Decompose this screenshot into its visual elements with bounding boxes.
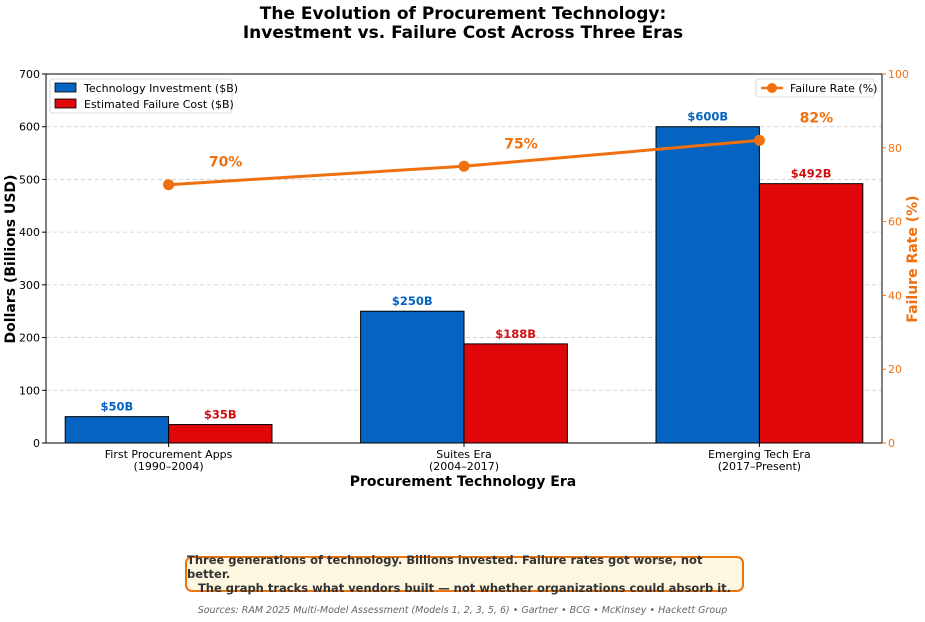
investment-bar-label: $250B: [392, 294, 433, 308]
y-tick-label: 200: [19, 332, 40, 345]
failure-bar: [168, 424, 273, 444]
y2-tick-label: 100: [888, 68, 909, 81]
legend-swatch-investment: [54, 82, 77, 93]
failure-bar: [758, 183, 864, 444]
legend-right-box: [755, 78, 875, 98]
y-tick-label: 400: [19, 226, 40, 239]
failure-rate-label: 75%: [504, 136, 538, 152]
legend-marker-failure-rate: [767, 83, 777, 93]
failure-rate-point: [163, 179, 175, 191]
chart-title-line-1: The Evolution of Procurement Technology:: [260, 4, 667, 24]
legend-label-failure-rate: Failure Rate (%): [790, 82, 877, 95]
y2-tick-label: 40: [888, 289, 902, 302]
y-tick-label: 300: [19, 279, 40, 292]
callout-box: Three generations of technology. Billion…: [185, 553, 744, 595]
investment-bar: [64, 416, 170, 444]
y2-tick-label: 20: [888, 363, 902, 376]
failure-rate-point: [458, 160, 470, 172]
failure-bar-label: $188B: [495, 327, 536, 341]
y-tick-label: 0: [33, 437, 40, 450]
x-tick-label: Emerging Tech Era: [708, 448, 811, 461]
y-tick-label: 600: [19, 121, 40, 134]
data-labels: $50B $250B $600B $35B $188B $492B 70% 75% 82%: [101, 110, 834, 422]
y2-tick-label: 0: [888, 437, 895, 450]
y-tick-label: 500: [19, 173, 40, 186]
y-tick-label: 700: [19, 68, 40, 81]
y-tick-label: 100: [19, 384, 40, 397]
x-tick-period: (2004–2017): [429, 460, 499, 473]
failure-rate-label: 82%: [800, 110, 834, 126]
x-tick-label: First Procurement Apps: [105, 448, 233, 461]
failure-rate-label: 70%: [209, 155, 243, 171]
y2-tick-label: 80: [888, 142, 902, 155]
x-tick-label: Suites Era: [436, 448, 492, 461]
legend-left: Technology Investment ($B) Estimated Fai…: [49, 78, 238, 114]
x-axis: First Procurement Apps(1990–2004) Suites …: [105, 443, 811, 473]
sources-note: Sources: RAM 2025 Multi-Model Assessment…: [197, 605, 728, 616]
investment-bar-label: $50B: [101, 400, 134, 414]
failure-bar-label: $35B: [204, 408, 237, 422]
investment-bar: [655, 126, 760, 444]
failure-rate-line: [163, 134, 765, 191]
y2-tick-label: 60: [888, 216, 902, 229]
y-axis-label: Dollars (Billions USD): [3, 175, 19, 344]
failure-bar: [463, 343, 568, 444]
legend-left-box: [49, 78, 233, 114]
chart: The Evolution of Procurement Technology:…: [3, 4, 921, 490]
investment-bar: [360, 310, 465, 444]
x-tick-period: (2017–Present): [718, 460, 801, 473]
x-axis-label: Procurement Technology Era: [350, 474, 576, 490]
legend-label-failure: Estimated Failure Cost ($B): [84, 98, 234, 111]
y-axis-left: 0 100 200 300 400 500 600 700: [19, 68, 46, 450]
y-axis-right: 0 20 40 60 80 100: [882, 68, 909, 450]
failure-bar-label: $492B: [791, 167, 832, 181]
legend-swatch-failure: [54, 98, 77, 109]
bars: [64, 126, 864, 444]
legend-right: Failure Rate (%): [755, 78, 877, 98]
callout-line-1: Three generations of technology. Billion…: [187, 553, 703, 581]
investment-bar-label: $600B: [687, 110, 728, 124]
x-tick-period: (1990–2004): [134, 460, 204, 473]
failure-rate-point: [753, 134, 765, 146]
chart-title-line-2: Investment vs. Failure Cost Across Three…: [243, 23, 683, 43]
legend-label-investment: Technology Investment ($B): [83, 82, 238, 95]
callout-line-2: The graph tracks what vendors built — no…: [197, 581, 732, 595]
y2-axis-label: Failure Rate (%): [905, 195, 921, 322]
